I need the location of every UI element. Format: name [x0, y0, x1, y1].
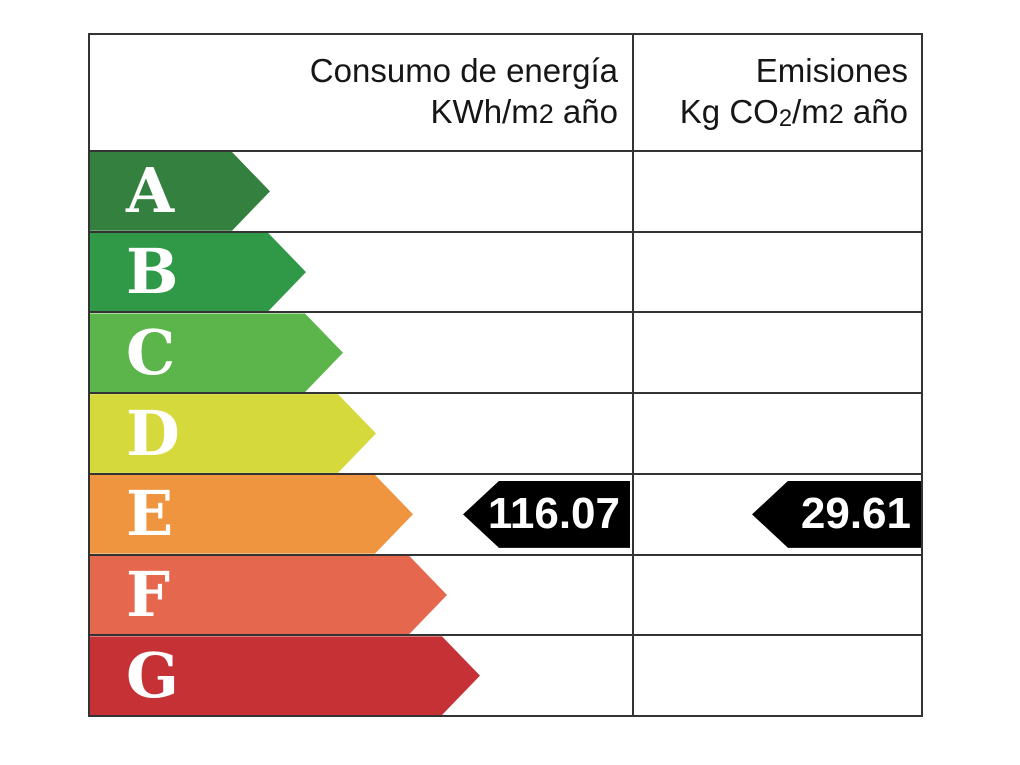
emissions-value-pointer: 29.61 [752, 480, 921, 548]
rating-row-f: F [90, 553, 921, 635]
rating-row-d: D [90, 392, 921, 473]
rating-arrow-b: B [90, 233, 306, 312]
rating-arrow-c: C [90, 313, 343, 392]
rating-letter: E [126, 477, 174, 551]
rating-arrow-g: G [90, 636, 480, 715]
consumption-title: Consumo de energía [309, 52, 618, 89]
rating-row-e: E 116.07 29.61 [90, 472, 921, 554]
rating-arrow-d: D [90, 394, 376, 473]
rating-letter: D [126, 396, 180, 470]
consumption-value-pointer: 116.07 [463, 480, 630, 548]
rating-arrow-a: A [90, 152, 270, 231]
rating-arrow-f: F [90, 556, 447, 635]
rating-letter: C [126, 315, 176, 389]
rating-letter: A [126, 154, 175, 228]
emissions-value-pointer-label: 29.61 [800, 489, 911, 539]
rating-letter: B [126, 235, 179, 309]
rating-letter: G [126, 638, 179, 712]
emissions-column-header: Emisiones Kg CO2/m2 año [632, 35, 921, 150]
table-header: Consumo de energía KWh/m2 año Emisiones … [90, 35, 921, 150]
rating-row-a: A [90, 150, 921, 231]
consumption-units: KWh/m2 año [430, 93, 618, 130]
consumption-value-pointer-label: 116.07 [487, 489, 620, 539]
column-divider-line [632, 35, 634, 715]
emissions-title: Emisiones [755, 51, 908, 89]
rating-row-g: G [90, 634, 921, 715]
emissions-units: Kg CO2/m2 año [679, 92, 908, 132]
consumption-column-header: Consumo de energía KWh/m2 año [90, 35, 632, 150]
energy-certificate-table: Consumo de energía KWh/m2 año Emisiones … [88, 33, 923, 717]
rating-arrow-e: E [90, 475, 413, 554]
rating-letter: F [126, 557, 171, 631]
rating-row-b: B [90, 230, 921, 312]
rating-scale: A B C D E 116.07 29.61 F G [90, 150, 921, 715]
rating-row-c: C [90, 311, 921, 392]
